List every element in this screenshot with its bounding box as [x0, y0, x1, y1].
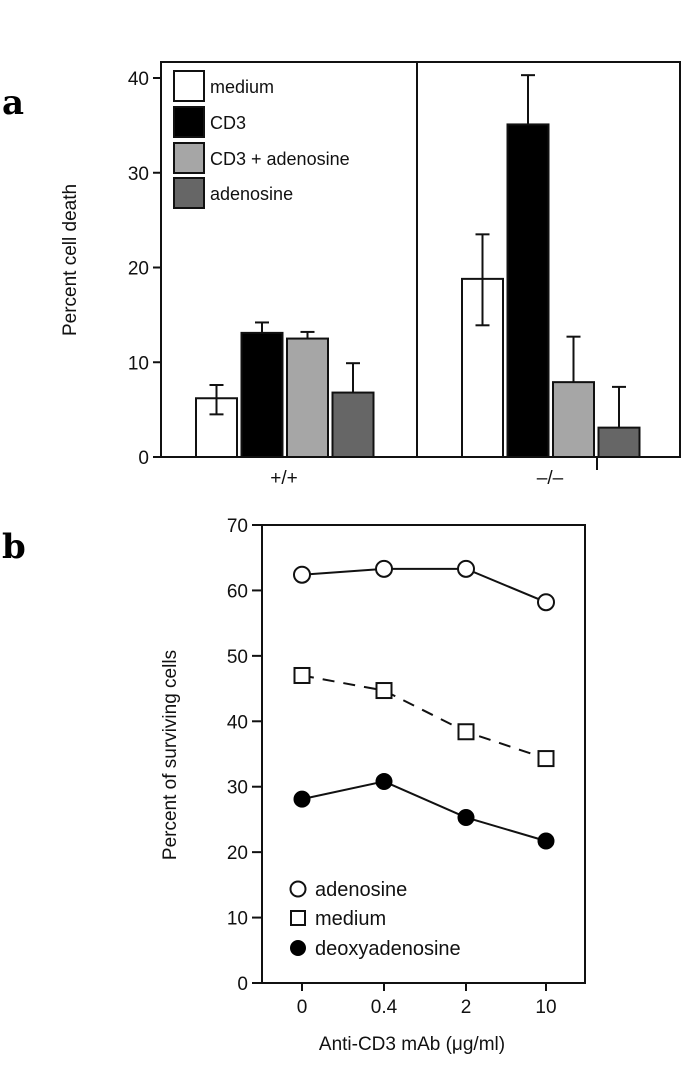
- chart-a-y-tick-label: 20: [128, 259, 149, 280]
- bar-adenosine: [597, 426, 641, 459]
- chart-b-x-tick-label: 0: [297, 997, 308, 1018]
- data-point-adenosine: [375, 559, 393, 578]
- data-point-medium: [293, 666, 311, 684]
- legend-swatch: [173, 70, 205, 102]
- chart-b-y-axis-title: Percent of surviving cells: [160, 650, 181, 860]
- chart-a-y-tick-label: 0: [138, 448, 149, 469]
- chart-b-x-tick-label: 0.4: [371, 997, 398, 1018]
- chart-b-y-tick-label: 10: [227, 909, 248, 930]
- series-line-adenosine: [301, 567, 547, 604]
- data-point-medium: [375, 682, 393, 700]
- bar-adenosine: [331, 391, 375, 459]
- bar-cd3: [506, 123, 550, 459]
- chart-a-x-category-label: +/+: [270, 468, 297, 489]
- legend-label: medium: [210, 77, 274, 97]
- legend-swatch: [173, 106, 205, 138]
- chart-b-x-axis-title: Anti-CD3 mAb (μg/ml): [319, 1034, 505, 1055]
- chart-a-y-tick-label: 30: [128, 164, 149, 185]
- panel-label-b: b: [2, 527, 26, 567]
- data-point-medium: [457, 723, 475, 741]
- chart-b-frame: [261, 524, 586, 984]
- chart-b-y-tick-label: 20: [227, 843, 248, 864]
- legend-marker-open-circle: [289, 880, 307, 898]
- legend-label: adenosine: [315, 879, 407, 901]
- chart-b-x-tick-label: 10: [535, 997, 556, 1018]
- chart-b-y-tick-label: 60: [227, 581, 248, 602]
- data-point-medium: [537, 750, 555, 768]
- chart-a-y-tick-label: 40: [128, 69, 149, 90]
- legend-marker-filled-circle: [290, 940, 306, 956]
- bar-cd3: [240, 331, 284, 458]
- legend-swatch: [173, 177, 205, 209]
- chart-b-x-tick-label: 2: [461, 997, 472, 1018]
- chart-a: 0 10 20 30 40 +/+ –/– medium CD3 CD3 + adenosin…: [60, 61, 681, 489]
- bar-cd3-adenosine: [552, 381, 595, 458]
- chart-b: 0 10 20 30 40 50 60 70 0 0.4 2 10 adenosine medium d…: [160, 516, 586, 1055]
- legend-label: CD3: [210, 113, 246, 133]
- series-line-medium: [301, 674, 547, 760]
- data-point-deoxyadenosine: [293, 790, 311, 808]
- chart-b-y-tick-label: 70: [227, 516, 248, 537]
- panel-label-a: a: [2, 83, 24, 123]
- legend-label: CD3 + adenosine: [210, 149, 350, 169]
- legend-label: adenosine: [210, 184, 293, 204]
- data-point-adenosine: [537, 593, 555, 612]
- legend-label: deoxyadenosine: [315, 938, 461, 960]
- series-line-deoxyadenosine: [301, 780, 547, 842]
- chart-b-y-tick-label: 30: [227, 778, 248, 799]
- chart-b-y-tick-label: 0: [237, 974, 248, 995]
- data-point-deoxyadenosine: [457, 808, 475, 826]
- data-point-deoxyadenosine: [537, 832, 555, 850]
- data-point-adenosine: [457, 559, 475, 578]
- chart-b-y-tick-label: 50: [227, 647, 248, 668]
- chart-b-y-tick-label: 40: [227, 712, 248, 733]
- chart-a-y-tick-label: 10: [128, 353, 149, 374]
- data-point-deoxyadenosine: [375, 772, 393, 790]
- data-point-adenosine: [293, 565, 311, 584]
- chart-a-x-category-label: –/–: [537, 468, 564, 489]
- legend-swatch: [173, 142, 205, 174]
- legend-marker-open-square: [290, 910, 306, 926]
- chart-a-frame: [160, 61, 681, 458]
- chart-a-y-axis-title: Percent cell death: [60, 184, 81, 336]
- bar-cd3-adenosine: [286, 337, 329, 458]
- legend-label: medium: [315, 908, 386, 930]
